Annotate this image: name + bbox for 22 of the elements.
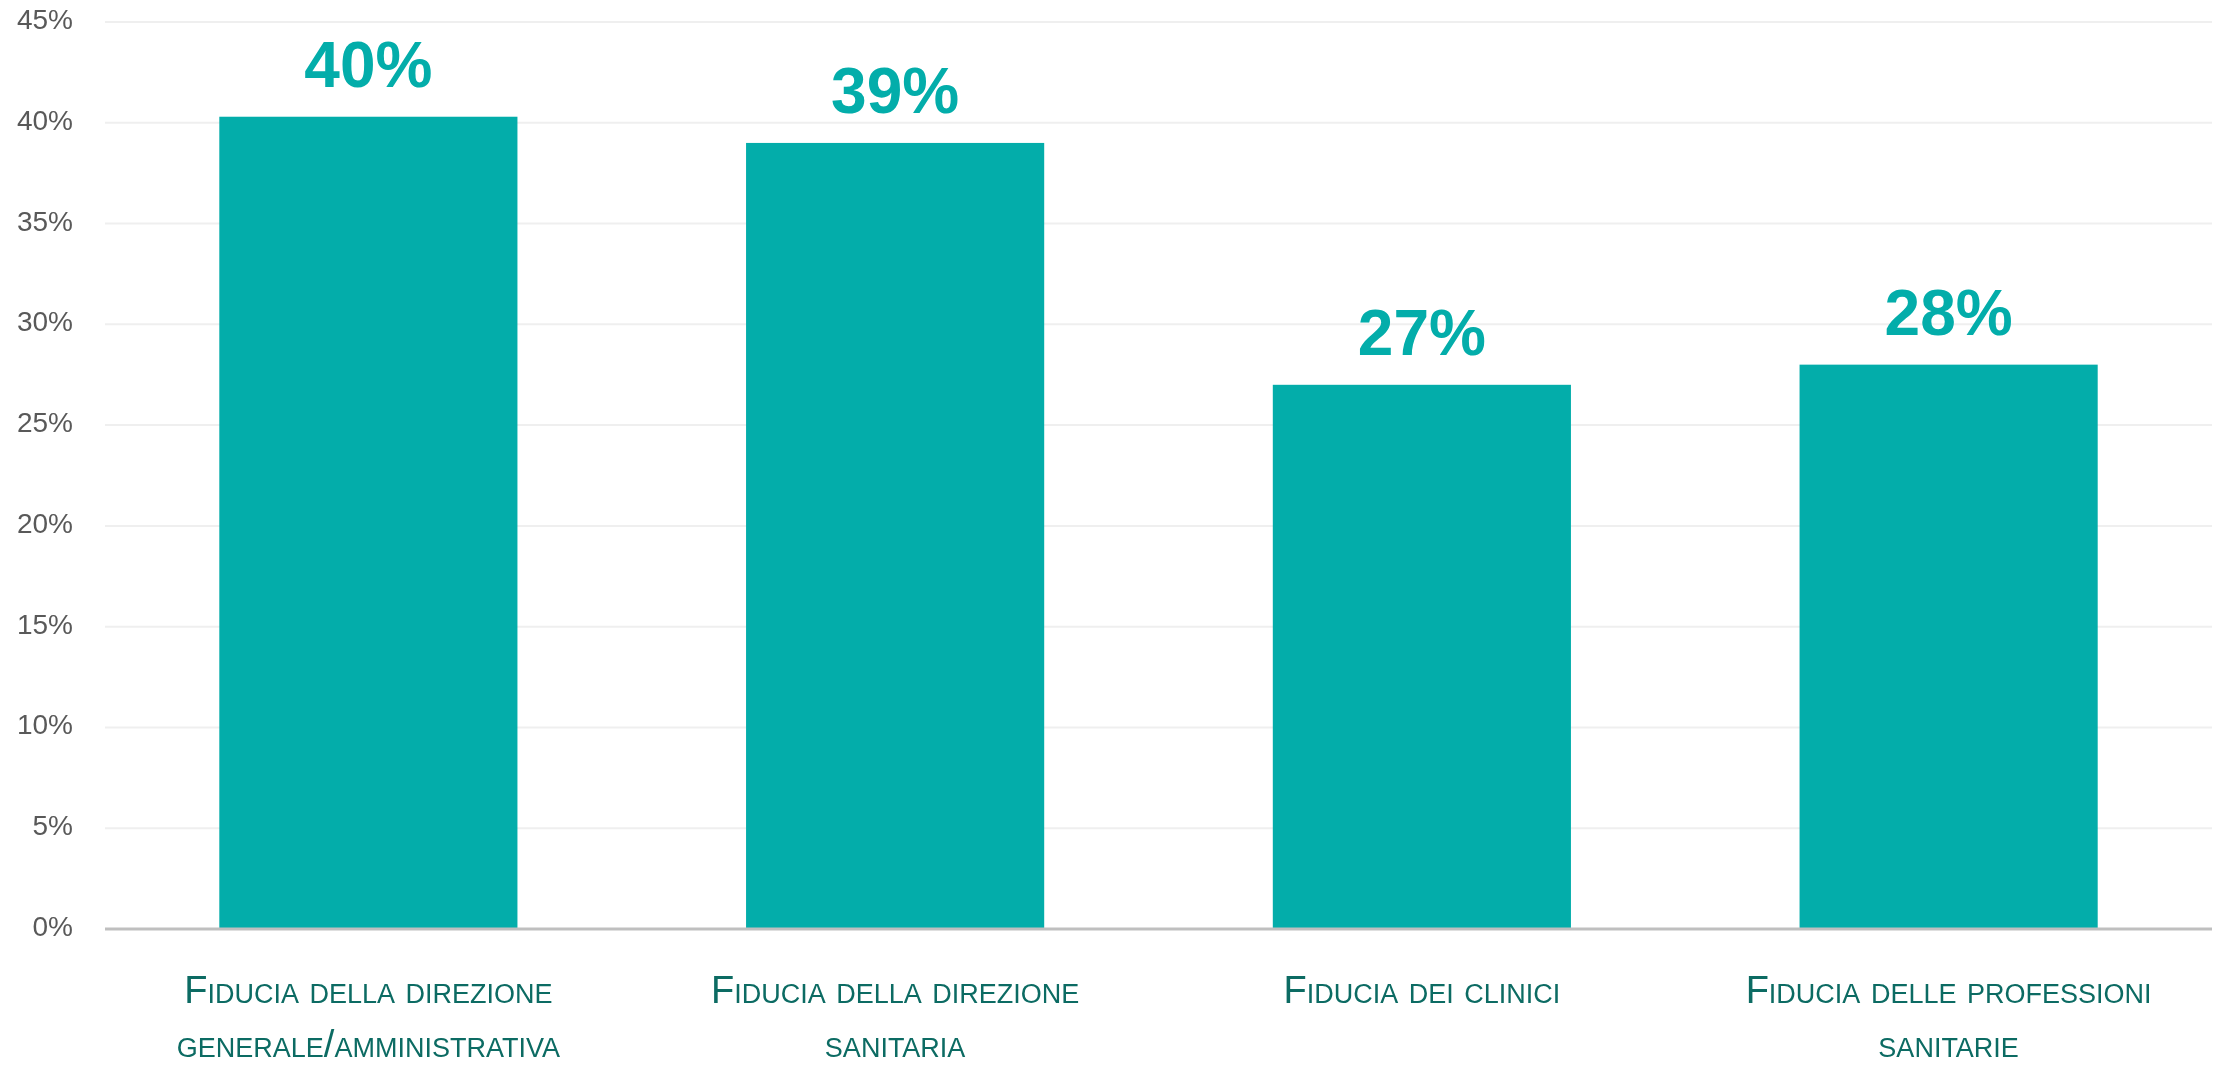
data-label: 28%: [1884, 276, 2013, 349]
y-tick-label: 10%: [16, 709, 73, 741]
x-tick-label: Fiducia dei clinici: [1283, 969, 1561, 1011]
y-tick-label: 45%: [16, 4, 73, 36]
y-tick-label: 30%: [16, 306, 73, 338]
bar: [1272, 384, 1571, 929]
y-tick-label: 0%: [32, 911, 73, 943]
y-tick-label: 5%: [32, 810, 73, 842]
data-label: 40%: [304, 28, 433, 101]
x-tick-label: Fiducia della direzione sanitaria: [710, 969, 1080, 1065]
bar: [746, 142, 1045, 929]
data-label: 39%: [831, 54, 960, 127]
y-tick-label: 20%: [16, 508, 73, 540]
x-tick-label: Fiducia della direzione generale/amministrativa: [176, 969, 560, 1065]
y-tick-label: 25%: [16, 407, 73, 439]
x-tick-label: Fiducia delle professioni sanitarie: [1745, 969, 2152, 1065]
bar: [219, 116, 518, 929]
bar: [1799, 364, 2098, 929]
y-tick-label: 35%: [16, 205, 73, 237]
y-tick-label: 15%: [16, 609, 73, 641]
data-label: 27%: [1357, 296, 1486, 369]
y-tick-label: 40%: [16, 105, 73, 137]
